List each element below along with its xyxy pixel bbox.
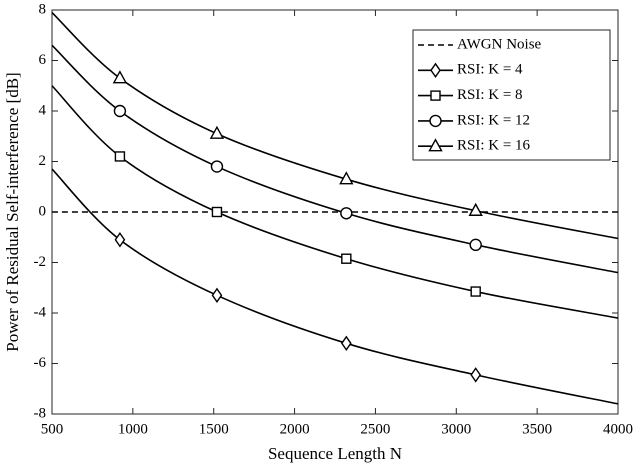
legend-marker — [430, 62, 441, 79]
legend-marker — [428, 138, 443, 152]
y-tick-label: 4 — [39, 102, 47, 118]
data-point — [114, 232, 126, 248]
legend-label: RSI: K = 16 — [457, 138, 531, 154]
data-point — [341, 253, 352, 264]
data-point — [469, 238, 482, 252]
y-tick-label: -6 — [34, 355, 47, 371]
x-tick-label: 2500 — [360, 421, 390, 437]
data-point — [340, 335, 352, 352]
x-tick-label: 3000 — [441, 421, 471, 437]
x-tick-label: 500 — [41, 421, 64, 437]
data-point — [112, 70, 128, 84]
y-tick-label: -2 — [34, 254, 47, 270]
legend-label: RSI: K = 8 — [457, 87, 523, 103]
data-point — [470, 286, 481, 297]
x-tick-label: 2000 — [280, 421, 310, 437]
data-point — [113, 104, 127, 118]
y-tick-label: 6 — [39, 52, 47, 68]
legend-label: RSI: K = 12 — [457, 112, 530, 128]
data-point — [339, 171, 354, 185]
y-tick-label: -4 — [34, 304, 47, 320]
y-tick-label: 8 — [39, 1, 47, 17]
data-point — [340, 207, 353, 220]
legend-marker — [429, 114, 442, 128]
x-tick-label: 4000 — [603, 421, 633, 437]
legend-marker — [430, 90, 441, 101]
data-point — [209, 125, 225, 139]
y-tick-label: 0 — [39, 203, 47, 219]
legend-label: AWGN Noise — [457, 36, 542, 52]
data-point — [211, 206, 223, 218]
x-tick-label: 1000 — [118, 421, 148, 437]
x-tick-label: 3500 — [522, 421, 552, 437]
data-point — [470, 367, 482, 383]
data-point — [210, 160, 224, 173]
y-tick-label: -8 — [34, 405, 47, 421]
data-point — [211, 287, 223, 304]
legend-label: RSI: K = 4 — [457, 62, 523, 78]
x-axis-label: Sequence Length N — [268, 444, 402, 463]
y-axis-label: Power of Residual Self-interference [dB] — [3, 72, 22, 351]
data-point — [114, 151, 126, 162]
x-tick-label: 1500 — [199, 421, 229, 437]
y-tick-label: 2 — [39, 153, 47, 169]
data-point — [468, 202, 483, 216]
